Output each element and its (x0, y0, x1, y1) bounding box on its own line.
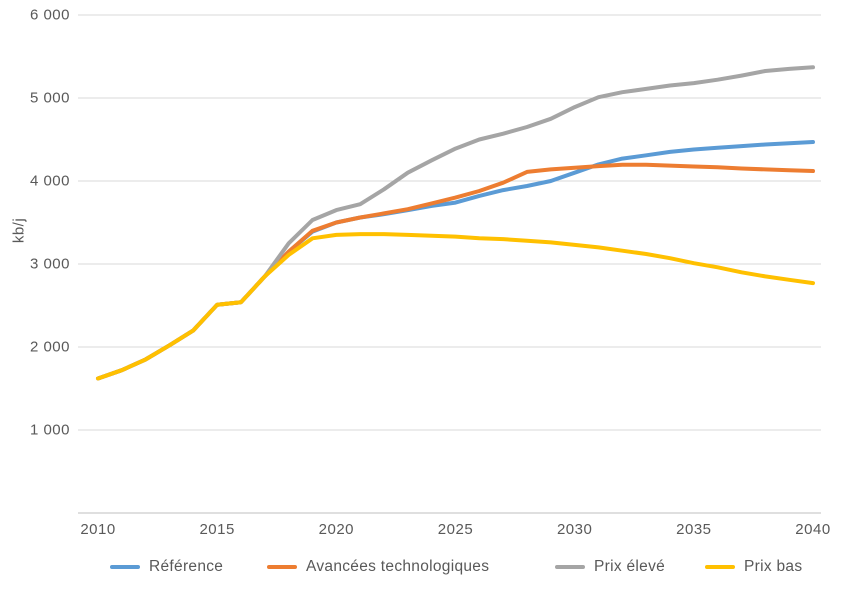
y-tick-label-1000: 1 000 (29, 421, 70, 439)
y-tick-label-4000: 4 000 (29, 172, 70, 190)
x-tick-label-2030: 2030 (556, 521, 593, 538)
y-tick-label-6000: 6 000 (29, 6, 70, 24)
x-tick-label-2010: 2010 (80, 521, 116, 538)
series-line-0 (96, 140, 815, 381)
x-tick-label-2020: 2020 (318, 521, 355, 538)
y-tick-label-3000: 3 000 (29, 255, 70, 273)
x-tick-label-2025: 2025 (437, 521, 474, 538)
legend-item-prix-eleve: Prix élevé (555, 558, 665, 576)
legend-item-avancees-technologiques: Avancées technologiques (267, 558, 489, 576)
legend-swatch-prix-eleve (555, 565, 585, 569)
legend-item-prix-bas: Prix bas (705, 558, 802, 576)
gridlines (78, 14, 821, 431)
legend-swatch-reference (110, 565, 140, 569)
chart-canvas (78, 14, 821, 514)
legend-label-prix-eleve: Prix élevé (594, 558, 666, 575)
y-tick-label-5000: 5 000 (29, 89, 70, 107)
series-line-3 (96, 232, 815, 381)
x-tick-label-2040: 2040 (795, 521, 831, 538)
y-tick-label-2000: 2 000 (29, 338, 70, 356)
legend-label-avancees-technologiques: Avancées technologiques (306, 558, 490, 575)
series-lines (96, 65, 815, 381)
legend-swatch-prix-bas (705, 565, 735, 569)
y-axis-title: kb/j (10, 217, 28, 244)
x-tick-label-2035: 2035 (676, 521, 712, 538)
chart-legend: Référence Avancées technologiques Prix é… (0, 558, 846, 578)
legend-swatch-avancees-technologiques (267, 565, 297, 569)
legend-label-prix-bas: Prix bas (744, 558, 803, 575)
x-tick-label-2015: 2015 (199, 521, 235, 538)
series-line-1 (96, 162, 815, 381)
series-line-2 (96, 65, 815, 381)
legend-item-reference: Référence (110, 558, 223, 576)
legend-label-reference: Référence (149, 558, 224, 575)
